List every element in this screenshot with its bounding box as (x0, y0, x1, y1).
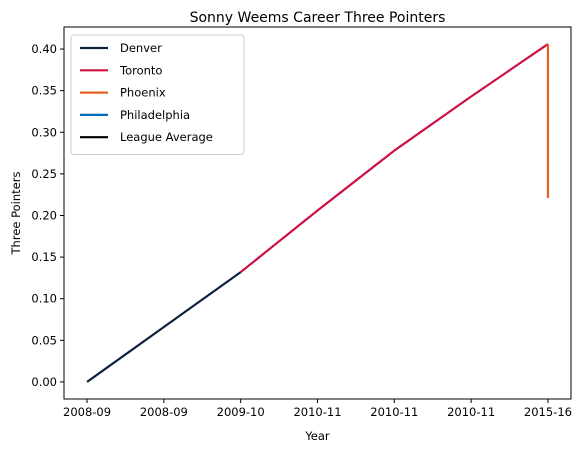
y-tick-label: 0.10 (31, 292, 57, 306)
y-tick-label: 0.15 (31, 250, 57, 264)
y-tick-label: 0.40 (31, 42, 57, 56)
x-tick-label: 2008-09 (140, 405, 188, 419)
y-tick-label: 0.25 (31, 167, 57, 181)
chart-title: Sonny Weems Career Three Pointers (190, 10, 446, 26)
legend-entry-label: League Average (120, 130, 213, 144)
y-axis-label: Three Pointers (9, 172, 23, 256)
x-tick-label: 2010-11 (370, 405, 418, 419)
legend-entry-label: Philadelphia (120, 108, 190, 122)
legend-entry-label: Phoenix (120, 86, 166, 100)
x-tick-label: 2009-10 (217, 405, 265, 419)
y-tick-label: 0.05 (31, 333, 57, 347)
series-lines (86, 43, 550, 383)
x-axis: 2008-09 2008-09 2009-10 2010-11 2010-11 2010-… (63, 399, 572, 419)
y-tick-label: 0.30 (31, 125, 57, 139)
x-axis-label: Year (304, 429, 330, 443)
legend: Denver Toronto Phoenix Philadelphia League A… (70, 34, 245, 155)
y-tick-label: 0.20 (31, 208, 57, 222)
x-tick-label: 2010-11 (293, 405, 341, 419)
x-tick-label: 2008-09 (63, 405, 111, 419)
x-tick-label: 2015-16 (524, 405, 572, 419)
y-axis: 0.00 0.05 0.10 0.15 0.20 0.25 0.30 0.35 0.40 (31, 42, 64, 389)
legend-box (70, 34, 245, 155)
y-tick-label: 0.35 (31, 84, 57, 98)
legend-entry-label: Toronto (119, 63, 162, 77)
series-line-toronto (239, 43, 549, 273)
x-tick-label: 2010-11 (447, 405, 495, 419)
legend-entry-label: Denver (120, 41, 162, 55)
y-tick-label: 0.00 (31, 375, 57, 389)
series-line-denver (86, 271, 242, 383)
